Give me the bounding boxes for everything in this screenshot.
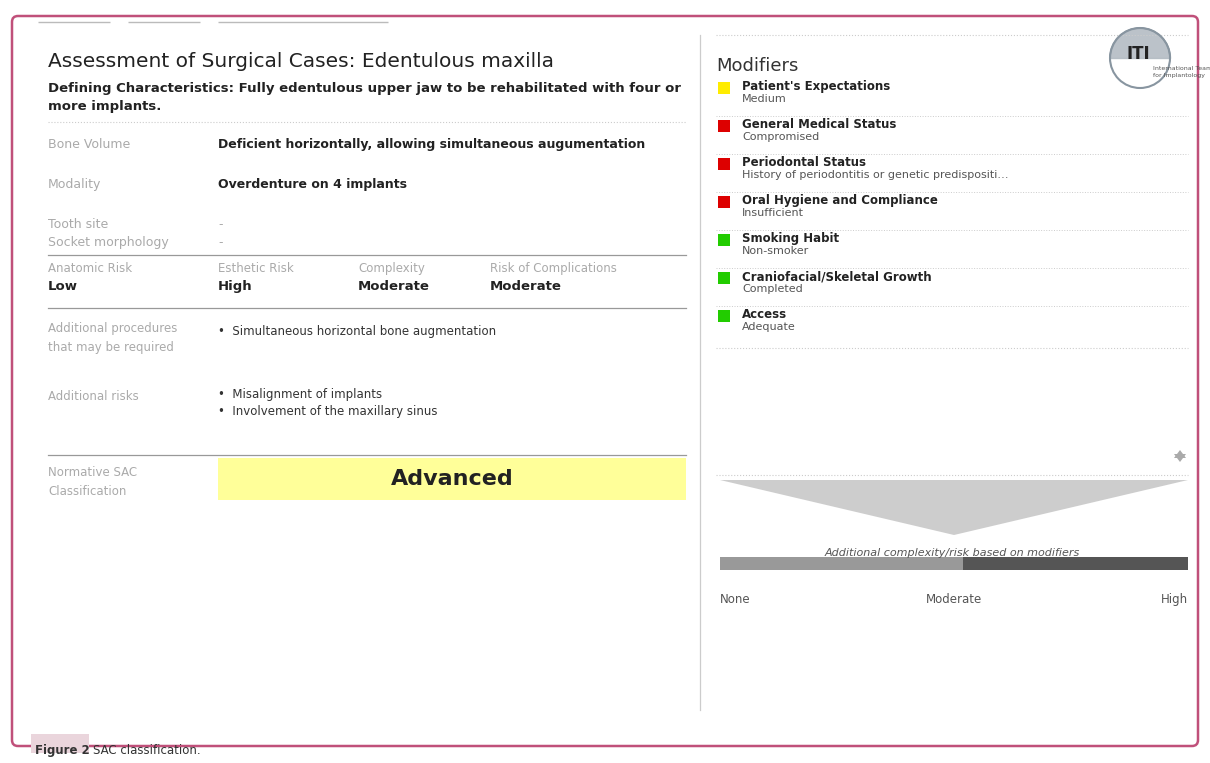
FancyBboxPatch shape: [718, 196, 730, 208]
Text: General Medical Status: General Medical Status: [742, 118, 897, 131]
Text: •  Simultaneous horizontal bone augmentation: • Simultaneous horizontal bone augmentat…: [218, 325, 496, 338]
Text: High: High: [218, 280, 253, 293]
Text: Compromised: Compromised: [742, 132, 819, 142]
FancyBboxPatch shape: [718, 158, 730, 170]
FancyBboxPatch shape: [963, 557, 1188, 570]
Text: Adequate: Adequate: [742, 322, 796, 332]
FancyBboxPatch shape: [718, 310, 730, 322]
Text: ITI: ITI: [1127, 45, 1149, 63]
Text: History of periodontitis or genetic predispositi…: History of periodontitis or genetic pred…: [742, 170, 1008, 180]
Text: Completed: Completed: [742, 284, 802, 294]
Text: Smoking Habit: Smoking Habit: [742, 232, 839, 245]
FancyBboxPatch shape: [31, 734, 90, 753]
Text: None: None: [720, 593, 750, 606]
Text: Moderate: Moderate: [490, 280, 561, 293]
Text: Access: Access: [742, 308, 788, 321]
Text: -: -: [218, 218, 223, 231]
Polygon shape: [1174, 450, 1186, 458]
Text: Moderate: Moderate: [926, 593, 983, 606]
Text: Assessment of Surgical Cases: Edentulous maxilla: Assessment of Surgical Cases: Edentulous…: [48, 52, 554, 71]
Text: Patient's Expectations: Patient's Expectations: [742, 80, 891, 93]
Text: •  Misalignment of implants: • Misalignment of implants: [218, 388, 382, 401]
Text: •  Involvement of the maxillary sinus: • Involvement of the maxillary sinus: [218, 405, 438, 418]
Text: Esthetic Risk: Esthetic Risk: [218, 262, 294, 275]
Text: Normative SAC
Classification: Normative SAC Classification: [48, 466, 137, 498]
Text: Medium: Medium: [742, 94, 786, 104]
Text: Tooth site: Tooth site: [48, 218, 108, 231]
Text: Modality: Modality: [48, 178, 102, 191]
Text: Figure 2: Figure 2: [35, 744, 90, 757]
FancyBboxPatch shape: [718, 272, 730, 284]
Text: Additional procedures
that may be required: Additional procedures that may be requir…: [48, 322, 178, 354]
FancyBboxPatch shape: [720, 557, 963, 570]
Polygon shape: [720, 480, 1188, 535]
Text: Additional risks: Additional risks: [48, 390, 139, 403]
FancyBboxPatch shape: [718, 82, 730, 94]
Text: Moderate: Moderate: [358, 280, 430, 293]
Text: High: High: [1160, 593, 1188, 606]
Polygon shape: [1174, 454, 1186, 462]
Text: Defining Characteristics: Fully edentulous upper jaw to be rehabilitated with fo: Defining Characteristics: Fully edentulo…: [48, 82, 681, 113]
Text: Modifiers: Modifiers: [716, 57, 799, 75]
Text: Low: Low: [48, 280, 77, 293]
Text: Risk of Complications: Risk of Complications: [490, 262, 617, 275]
Text: Non-smoker: Non-smoker: [742, 246, 809, 256]
Text: Oral Hygiene and Compliance: Oral Hygiene and Compliance: [742, 194, 938, 207]
Text: SAC classification.: SAC classification.: [93, 744, 201, 757]
Text: Periodontal Status: Periodontal Status: [742, 156, 866, 169]
Text: Craniofacial/Skeletal Growth: Craniofacial/Skeletal Growth: [742, 270, 932, 283]
Text: Complexity: Complexity: [358, 262, 425, 275]
Text: Anatomic Risk: Anatomic Risk: [48, 262, 132, 275]
FancyBboxPatch shape: [218, 458, 686, 500]
Text: Additional complexity/risk based on modifiers: Additional complexity/risk based on modi…: [824, 548, 1079, 558]
Text: Overdenture on 4 implants: Overdenture on 4 implants: [218, 178, 407, 191]
Text: Deficient horizontally, allowing simultaneous augumentation: Deficient horizontally, allowing simulta…: [218, 138, 645, 151]
FancyBboxPatch shape: [718, 120, 730, 132]
Text: International Team
for Implantology: International Team for Implantology: [1153, 66, 1210, 78]
Text: Advanced: Advanced: [391, 469, 513, 489]
Text: Insufficient: Insufficient: [742, 208, 803, 218]
FancyBboxPatch shape: [12, 16, 1198, 746]
Text: Socket morphology: Socket morphology: [48, 236, 168, 249]
Text: Bone Volume: Bone Volume: [48, 138, 131, 151]
FancyBboxPatch shape: [718, 234, 730, 246]
Text: -: -: [218, 236, 223, 249]
